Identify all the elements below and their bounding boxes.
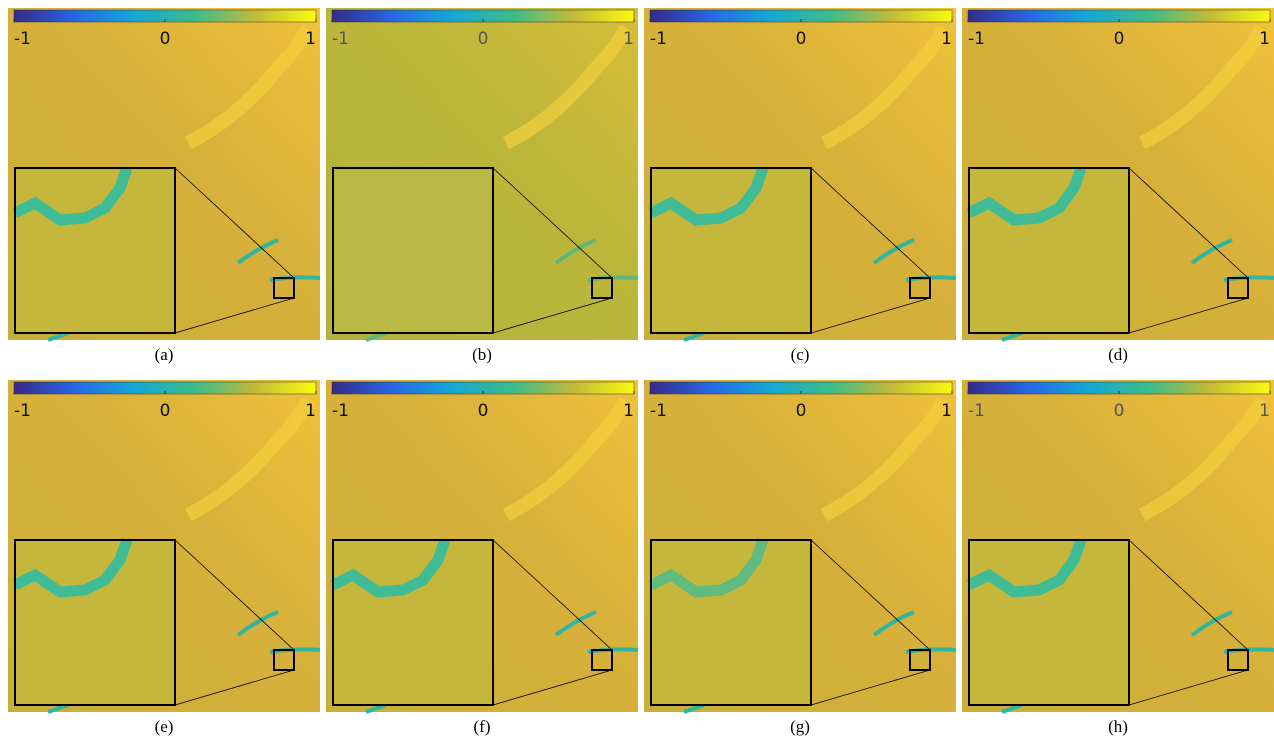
figure: -1 0 1 (a) -1 0 1 (b) -1 0 1 (c) -1 0 1 (d) -1 0 1 (e) -1 0 1 (… [0,0,1274,741]
inset-background [333,540,493,705]
panel-caption: (e) [155,717,174,736]
colorbar-tick-label: 1 [941,401,952,421]
inset-background [969,168,1129,333]
colorbar-tick-label: 1 [623,401,634,421]
colorbar-tick-label: 0 [1114,29,1125,49]
panel: -1 0 1 (a) [8,8,320,364]
colorbar-tick-label: 1 [941,29,952,49]
panel-caption: (b) [472,345,492,364]
panel: -1 0 1 (b) [326,8,638,364]
colorbar-tick-label: 1 [305,401,316,421]
panel-caption: (a) [155,345,174,364]
panel-caption: (d) [1108,345,1128,364]
colorbar-tick-label: 0 [160,401,171,421]
colorbar-tick-label: -1 [14,401,31,421]
panel-caption: (h) [1108,717,1128,736]
colorbar-tick-label: -1 [332,29,349,49]
colorbar-tick-label: 1 [305,29,316,49]
colorbar-tick-label: 1 [623,29,634,49]
inset-background [651,540,811,705]
colorbar-tick-label: -1 [650,29,667,49]
colorbar-tick-label: 0 [796,401,807,421]
colorbar-tick-label: 0 [796,29,807,49]
inset-background [333,168,493,333]
colorbar-tick-label: 1 [1259,401,1270,421]
panel-caption: (g) [790,717,810,736]
colorbar-tick-label: -1 [14,29,31,49]
panel: -1 0 1 (g) [644,380,956,736]
panel: -1 0 1 (d) [962,8,1274,364]
inset-background [651,168,811,333]
panel: -1 0 1 (e) [8,380,320,736]
panel: -1 0 1 (f) [326,380,638,736]
colorbar-tick-label: -1 [968,401,985,421]
colorbar-tick-label: 0 [160,29,171,49]
panel: -1 0 1 (h) [962,380,1274,736]
panel: -1 0 1 (c) [644,8,956,364]
colorbar-tick-label: 0 [478,29,489,49]
panel-caption: (f) [474,717,491,736]
colorbar-tick-label: -1 [650,401,667,421]
inset-background [969,540,1129,705]
panel-caption: (c) [791,345,810,364]
colorbar-tick-label: 1 [1259,29,1270,49]
inset-background [15,168,175,333]
colorbar-tick-label: 0 [478,401,489,421]
inset-background [15,540,175,705]
colorbar-tick-label: 0 [1114,401,1125,421]
colorbar-tick-label: -1 [332,401,349,421]
colorbar-tick-label: -1 [968,29,985,49]
